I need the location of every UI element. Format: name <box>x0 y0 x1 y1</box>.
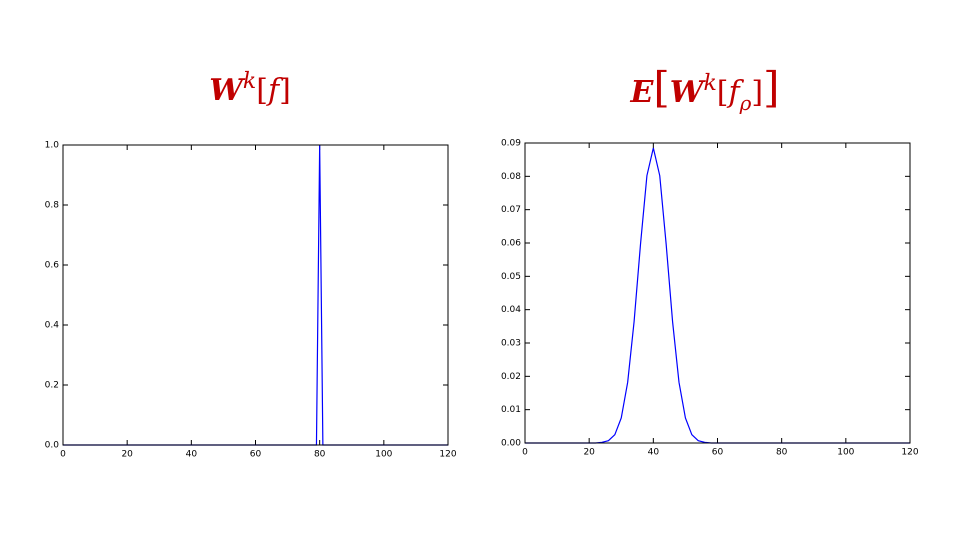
title-part: [ <box>256 73 268 108</box>
axes-frame <box>62 144 449 446</box>
title-part: ρ <box>739 91 752 115</box>
chart-title: E[Wk[fρ]] <box>629 63 779 115</box>
x-tick-label: 40 <box>648 448 660 458</box>
x-tick-label: 20 <box>583 448 595 458</box>
y-tick-label: 0.00 <box>501 439 521 449</box>
y-tick-label: 0.8 <box>45 201 60 211</box>
x-tick-label: 120 <box>901 448 918 458</box>
y-tick-label: 0.05 <box>501 272 521 282</box>
chart-title: Wk[f] <box>209 69 291 108</box>
y-tick-label: 0.6 <box>45 261 60 271</box>
y-tick-label: 0.4 <box>45 321 60 331</box>
title-part: W <box>209 73 246 108</box>
data-line <box>525 147 910 444</box>
title-part: k <box>703 71 716 96</box>
chart: E[Wk[fρ]] 0.00 0.01 0.02 0.03 0.04 0.05 0.06 0.0… <box>501 63 919 458</box>
y-tick-label: 0.03 <box>501 339 521 349</box>
data-line <box>63 144 448 446</box>
title-part: E <box>629 75 654 110</box>
y-tick-label: 0.09 <box>501 139 521 149</box>
x-tick-label: 0 <box>60 450 66 460</box>
y-tick-label: 0.2 <box>45 381 59 391</box>
chart: Wk[f] 0.0 0.2 0.4 0.6 0.8 1.0 0 20 40 60 80 100 120 <box>45 69 457 460</box>
x-tick-label: 120 <box>439 450 456 460</box>
y-tick-label: 0.01 <box>501 405 521 415</box>
axes-frame <box>524 142 911 444</box>
title-part: W <box>670 75 707 110</box>
x-tick-label: 80 <box>314 450 326 460</box>
x-tick-label: 0 <box>522 448 528 458</box>
x-tick-label: 80 <box>776 448 788 458</box>
x-tick-label: 40 <box>186 450 198 460</box>
title-part: ] <box>279 73 291 108</box>
x-tick-label: 60 <box>250 450 262 460</box>
x-tick-label: 100 <box>375 450 392 460</box>
title-part: [ <box>717 75 729 110</box>
y-tick-label: 0.06 <box>501 239 521 249</box>
y-tick-label: 1.0 <box>45 141 60 151</box>
y-tick-label: 0.04 <box>501 305 521 315</box>
title-part: k <box>243 69 256 94</box>
y-tick-label: 0.08 <box>501 172 521 182</box>
x-tick-label: 60 <box>712 448 724 458</box>
title-part: [ <box>653 63 669 112</box>
y-tick-label: 0.0 <box>45 441 60 451</box>
title-part: ] <box>763 63 779 112</box>
title-part: ] <box>751 75 763 110</box>
x-tick-label: 20 <box>121 450 133 460</box>
x-tick-label: 100 <box>837 448 854 458</box>
y-tick-label: 0.02 <box>501 372 521 382</box>
y-tick-label: 0.07 <box>501 205 521 215</box>
